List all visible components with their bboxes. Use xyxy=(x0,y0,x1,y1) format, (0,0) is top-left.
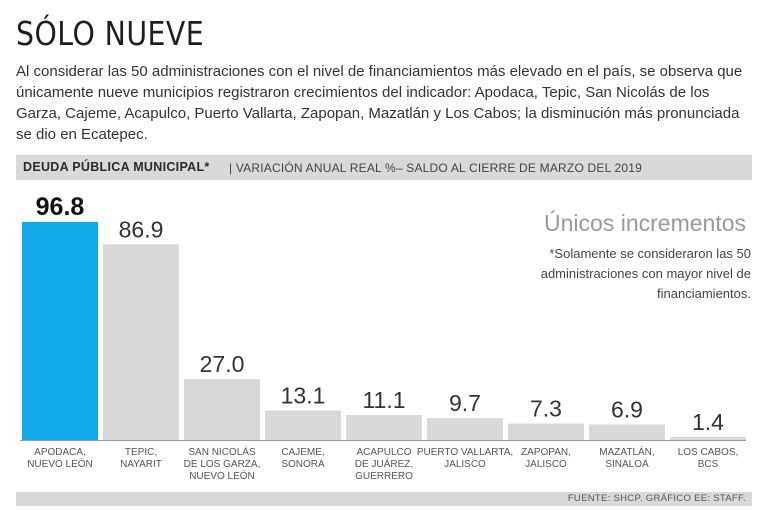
bar-3 xyxy=(265,410,341,440)
bar-value-label-2: 27.0 xyxy=(200,351,245,377)
bar-value-label-4: 11.1 xyxy=(362,387,405,413)
bar-7 xyxy=(589,424,665,440)
footer-band: FUENTE: SHCP. GRÁFICO EE: STAFF. xyxy=(16,492,752,506)
annotation-note: *Solamente se consideraron las 50 admini… xyxy=(540,246,751,301)
category-label-7: MAZATLÁN, SINALOA xyxy=(599,445,654,470)
category-label-5: PUERTO VALLARTA, JALISCO xyxy=(417,447,513,470)
bar-value-label-5: 9.7 xyxy=(449,390,481,416)
bar-value-label-7: 6.9 xyxy=(611,396,643,422)
bar-0 xyxy=(22,222,98,440)
category-label-2: SAN NICOLÁS DE LOS GARZA, NUEVO LEÓN xyxy=(184,445,261,482)
category-label-4: ACAPULCO DE JUÁREZ, GUERRERO xyxy=(355,447,413,482)
annotation-heading: Únicos incrementos xyxy=(544,210,746,236)
category-label-0: APODACA, NUEVO LEÓN xyxy=(27,447,93,470)
chart-header-bold: DEUDA PÚBLICA MUNICIPAL* xyxy=(23,160,210,174)
category-label-1: TEPIC, NAYARIT xyxy=(120,447,162,470)
bar-value-label-6: 7.3 xyxy=(530,396,562,422)
bar-value-label-0: 96.8 xyxy=(36,193,85,221)
bar-6 xyxy=(508,423,584,440)
bar-2 xyxy=(184,379,260,440)
bar-value-label-8: 1.4 xyxy=(692,409,724,435)
category-label-8: LOS CABOS, BCS xyxy=(678,447,739,470)
chart-header-band: DEUDA PÚBLICA MUNICIPAL* | VARIACIÓN ANU… xyxy=(16,155,752,180)
bar-value-label-3: 13.1 xyxy=(281,382,326,408)
source-text: FUENTE: SHCP. GRÁFICO EE: STAFF. xyxy=(567,493,746,504)
category-label-3: CAJEME, SONORA xyxy=(281,447,325,470)
category-label-6: ZAPOPAN, JALISCO xyxy=(521,447,571,470)
page-title: SÓLO NUEVE xyxy=(16,14,205,53)
bar-8 xyxy=(670,436,746,440)
chart-header-subtitle: | VARIACIÓN ANUAL REAL %– SALDO AL CIERR… xyxy=(229,161,643,175)
bar-value-label-1: 86.9 xyxy=(119,216,164,242)
bar-5 xyxy=(427,418,503,440)
bar-4 xyxy=(346,415,422,440)
bar-1 xyxy=(103,244,179,440)
description-text: Al considerar las 50 administraciones co… xyxy=(16,63,743,143)
